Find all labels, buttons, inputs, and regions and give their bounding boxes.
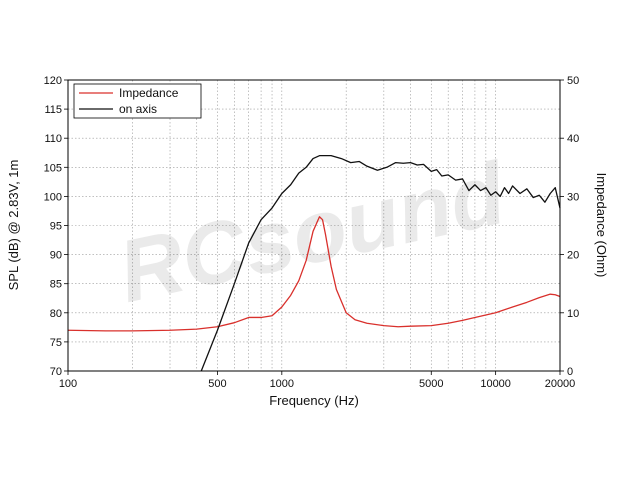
y-tick-label: 115 (44, 104, 62, 116)
x-tick-label: 20000 (545, 378, 576, 390)
y2-tick-label: 30 (567, 191, 579, 203)
y2-tick-label: 20 (567, 250, 579, 262)
legend-label-impedance: Impedance (119, 86, 179, 100)
legend-box (73, 83, 202, 119)
y-axis-title: SPL (dB) @ 2.83V, 1m (6, 160, 21, 291)
y-tick-label: 70 (50, 366, 62, 378)
y-tick-label: 80 (50, 308, 62, 320)
series-line-on-axis (200, 155, 561, 372)
y-tick-label: 85 (50, 279, 62, 291)
y-tick-label: 120 (44, 75, 62, 87)
y-tick-label: 90 (50, 250, 62, 262)
y2-tick-label: 0 (567, 366, 573, 378)
ticks: 70 75 80 85 90 95 100 105 110 115 120 0 10 20 30 40 50 10… (44, 75, 580, 390)
y2-tick-label: 10 (567, 308, 579, 320)
y-tick-label: 105 (44, 162, 62, 174)
x-tick-label: 100 (59, 378, 77, 390)
y-tick-label: 75 (50, 337, 62, 349)
y2-tick-label: 40 (567, 133, 579, 145)
legend-label-on-axis: on axis (119, 102, 157, 116)
y-tick-label: 110 (44, 133, 62, 145)
y2-axis-title: Impedance (Ohm) (594, 173, 609, 278)
grid (68, 80, 560, 371)
y2-tick-label: 50 (567, 75, 579, 87)
series-line-impedance (67, 216, 561, 332)
x-tick-label: 5000 (419, 378, 443, 390)
x-tick-label: 10000 (480, 378, 511, 390)
x-tick-label: 500 (208, 378, 226, 390)
y-tick-label: 95 (50, 221, 62, 233)
y-tick-label: 100 (44, 191, 62, 203)
legend: Impedance on axis (73, 83, 202, 119)
x-axis-title: Frequency (Hz) (269, 393, 359, 408)
series-group (67, 155, 561, 372)
x-tick-label: 1000 (270, 378, 294, 390)
